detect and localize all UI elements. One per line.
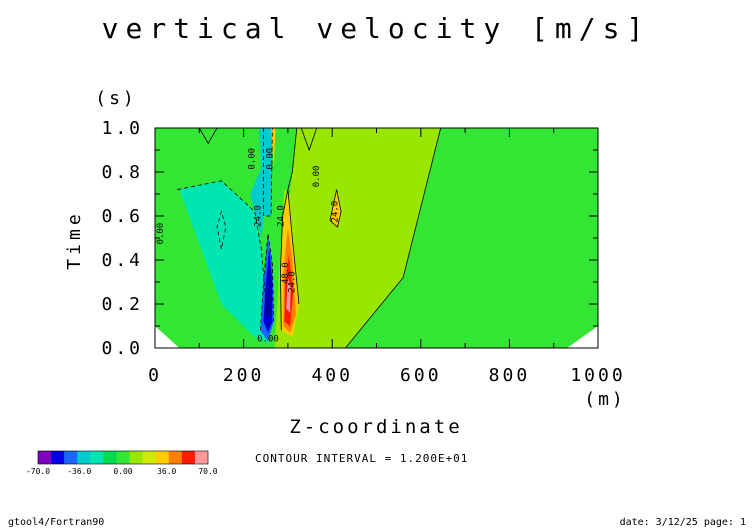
contour-line [177, 180, 269, 327]
contour-line [300, 127, 318, 152]
colorbar-swatch [90, 451, 104, 464]
colorbar-frame [37, 450, 209, 465]
region-down-core [265, 264, 272, 322]
colorbar-swatch [194, 451, 209, 464]
contour-line [287, 127, 298, 190]
colorbar-swatch [129, 451, 143, 464]
colorbar-label: -36.0 [67, 467, 91, 476]
colorbar-swatch [116, 451, 130, 464]
x-tick-label: 800 [489, 365, 531, 386]
contour-line [198, 127, 218, 145]
contour-label: 0.00 [257, 334, 279, 344]
region-up-core [286, 277, 291, 313]
contour-label: 24.0 [331, 201, 341, 223]
footer-left: gtool4/Fortran90 [8, 517, 104, 528]
colorbar-swatch [38, 451, 52, 464]
x-tick-label: 400 [311, 365, 353, 386]
region-negative-mid [250, 167, 267, 238]
colorbar-swatch [64, 451, 78, 464]
contour-line [329, 189, 342, 228]
chart-title: vertical velocity [m/s] [102, 12, 651, 45]
region-top-gap [281, 128, 297, 194]
colorbar-swatch [181, 451, 196, 464]
contour-fills [155, 128, 598, 348]
contour-label: 48.0 [281, 262, 291, 284]
contour-label: 0.00 [248, 148, 258, 170]
x-unit-label: (m) [584, 389, 626, 410]
colorbar-swatch [155, 451, 170, 464]
contour-line [263, 127, 273, 217]
y-tick-label: 0.4 [101, 250, 143, 271]
colorbar-swatch [77, 451, 91, 464]
colorbar: -70.0 -36.0 0.00 36.0 70.0 [26, 450, 218, 476]
colorbar-label: 0.00 [113, 467, 132, 476]
contour-label: 24.0 [276, 205, 286, 227]
y-tick-label: 0.8 [101, 162, 143, 183]
colorbar-label: 36.0 [157, 467, 176, 476]
axis-ticks: 0 200 400 600 800 1000 0.0 0.2 0.4 0.6 0.8 1.0 [101, 118, 625, 386]
colorbar-swatch [103, 451, 117, 464]
x-tick-label: 1000 [570, 365, 625, 386]
colorbar-swatch [142, 451, 156, 464]
x-tick-label: 600 [400, 365, 442, 386]
contour-label: 0.00 [156, 223, 166, 245]
region-top-streak [271, 128, 276, 168]
y-tick-label: 0.6 [101, 206, 143, 227]
footer-right: date: 3/12/25 page: 1 [620, 517, 746, 528]
colorbar-label: -70.0 [26, 467, 50, 476]
y-tick-label: 0.0 [101, 338, 143, 359]
contour-label: 0.00 [265, 148, 275, 170]
y-axis-label: Time [64, 210, 85, 269]
contour-line [216, 210, 227, 250]
contour-label: 24.0 [288, 271, 298, 293]
contour-label: 0.00 [312, 166, 322, 188]
colorbar-label: 70.0 [198, 467, 217, 476]
colorbar-swatch [51, 451, 65, 464]
y-unit-label: (s) [95, 88, 137, 109]
x-tick-label: 200 [223, 365, 265, 386]
contour-label: 24.0 [253, 205, 263, 227]
contour-line [279, 189, 300, 331]
y-tick-label: 0.2 [101, 294, 143, 315]
colorbar-swatch [168, 451, 183, 464]
region-positive-band [274, 128, 441, 348]
x-axis-label: Z-coordinate [289, 416, 462, 438]
contour-line [260, 233, 275, 331]
y-tick-label: 1.0 [101, 118, 143, 139]
contour-interval-text: CONTOUR INTERVAL = 1.200E+01 [255, 452, 468, 465]
region-negative-broad [179, 180, 268, 344]
x-tick-label: 0 [148, 365, 162, 386]
